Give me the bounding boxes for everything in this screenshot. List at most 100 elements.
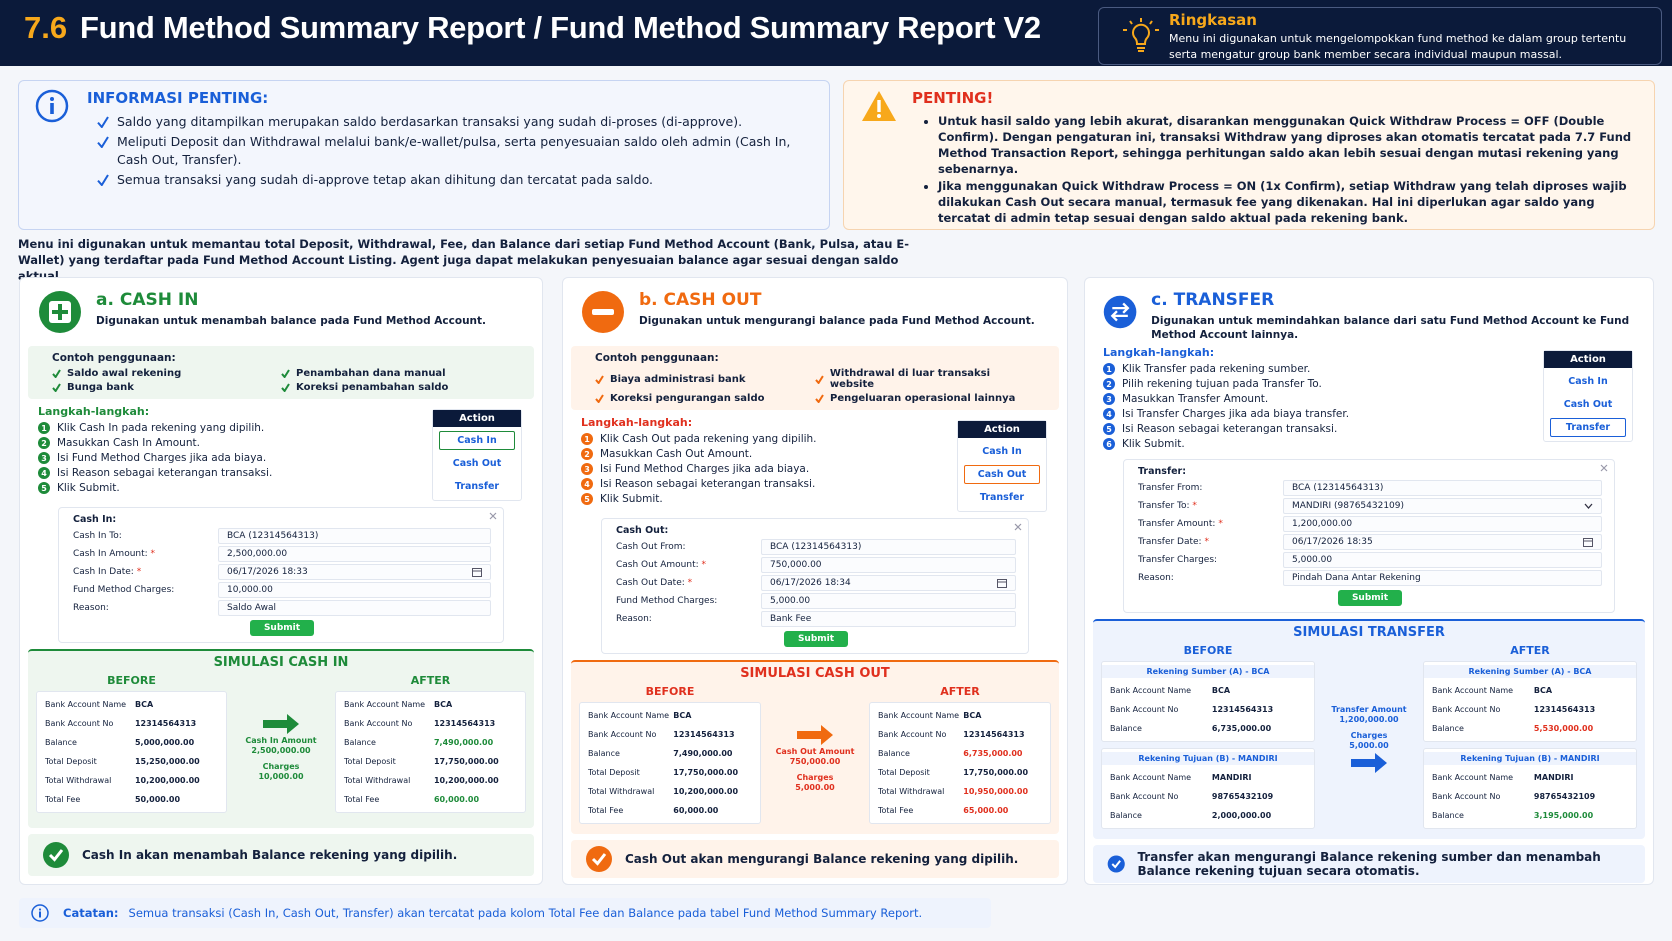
account-table: Rekening Sumber (A) - BCA Bank Account Na…	[1101, 661, 1315, 742]
account-row: Total Fee 60,000.00	[344, 790, 517, 809]
field-input[interactable]: 5,000.00	[1283, 552, 1602, 568]
field-value: Saldo Awal	[227, 603, 276, 613]
step-number: 3	[581, 463, 593, 475]
info-title: INFORMASI PENTING:	[87, 89, 269, 107]
field-input[interactable]: 2,500,000.00	[218, 546, 491, 562]
action-button[interactable]: Cash Out	[1563, 399, 1613, 410]
example-item: Koreksi penambahan saldo	[281, 382, 510, 393]
account-title: Rekening Tujuan (B) - MANDIRI	[1102, 752, 1314, 765]
row-label: Balance	[45, 738, 77, 747]
middle-text: 1,200,000.00	[1339, 714, 1399, 724]
field-label: Cash In To:	[73, 531, 122, 541]
row-label: Bank Account Name	[1432, 773, 1514, 782]
field-input[interactable]: BCA (12314564313)	[1283, 480, 1602, 496]
field-label: Fund Method Charges:	[73, 585, 175, 595]
arrow-icon	[263, 713, 299, 734]
row-label: Total Withdrawal	[344, 776, 411, 785]
steps-row: Langkah-langkah: 1 Klik Cash Out pada reke…	[571, 416, 1059, 512]
field-value: 5,000.00	[1292, 555, 1333, 565]
step-number: 3	[38, 452, 50, 464]
middle-text: 5,000.00	[1349, 740, 1389, 750]
field-input[interactable]: 750,000.00	[761, 557, 1016, 573]
simulation-title: SIMULASI CASH OUT	[740, 666, 890, 681]
field-input[interactable]: 06/17/2026 18:33	[218, 564, 491, 580]
step-number: 4	[1103, 408, 1115, 420]
field-input[interactable]: BCA (12314564313)	[761, 539, 1016, 555]
action-button[interactable]: Cash Out	[452, 458, 502, 469]
middle-text: Charges	[796, 772, 834, 782]
field-value: BCA (12314564313)	[770, 542, 862, 552]
submit-button[interactable]: Submit	[784, 631, 848, 647]
field-input[interactable]: Saldo Awal	[218, 600, 491, 616]
check-circle-icon	[586, 846, 612, 872]
row-value: 7,490,000.00	[673, 749, 733, 758]
row-value: 10,200,000.00	[433, 776, 499, 785]
check-icon	[595, 374, 604, 384]
steps-row: Langkah-langkah: 1 Klik Transfer pada reke…	[1093, 346, 1645, 453]
field-label: Transfer From:	[1138, 483, 1203, 493]
side-title: AFTER	[940, 685, 980, 698]
step-text: Pilih rekening tujuan pada Transfer To.	[1122, 378, 1322, 390]
field-input[interactable]: Bank Fee	[761, 611, 1016, 627]
action-button[interactable]: Transfer	[1550, 418, 1626, 437]
action-button[interactable]: Cash In	[439, 431, 515, 450]
action-button[interactable]: Transfer	[979, 492, 1025, 503]
field-input[interactable]: BCA (12314564313)	[218, 528, 491, 544]
field-input[interactable]: 1,200,000.00	[1283, 516, 1602, 532]
step: 3 Masukkan Transfer Amount.	[1103, 393, 1349, 405]
field-input[interactable]: Pindah Dana Antar Rekening	[1283, 570, 1602, 586]
row-value: 98765432109	[1533, 792, 1596, 801]
submit-button[interactable]: Submit	[250, 620, 314, 636]
summary: Ringkasan Menu ini digunakan untuk menge…	[1098, 7, 1662, 65]
form-row: Reason: Saldo Awal	[73, 600, 491, 616]
step-text: Isi Fund Method Charges jika ada biaya.	[600, 463, 810, 475]
row-label: Total Withdrawal	[45, 776, 112, 785]
row-label: Balance	[1432, 724, 1464, 733]
info-text: Saldo yang ditampilkan merupakan saldo b…	[117, 114, 743, 129]
step: 2 Masukkan Cash Out Amount.	[581, 448, 817, 460]
steps-title: Langkah-langkah:	[1103, 346, 1215, 359]
field-value: 06/17/2026 18:34	[770, 578, 851, 588]
arrow-icon	[797, 724, 833, 745]
side-title: AFTER	[410, 674, 451, 687]
field-input[interactable]: 5,000.00	[761, 593, 1016, 609]
row-value: 10,950,000.00	[963, 787, 1029, 796]
account-table: Rekening Tujuan (B) - MANDIRI Bank Accoun…	[1423, 748, 1637, 829]
row-label: Total Fee	[45, 795, 81, 804]
note: Cash Out akan mengurangi Balance rekenin…	[571, 840, 1059, 878]
field-label: Reason:	[73, 603, 109, 613]
form-row: Transfer From: BCA (12314564313)	[1138, 480, 1602, 496]
dropdown-icon	[1584, 503, 1593, 509]
step-text: Isi Reason sebagai keterangan transaksi.	[57, 467, 273, 479]
field-input[interactable]: MANDIRI (98765432109)	[1283, 498, 1602, 514]
account-row: Balance 3,195,000.00	[1432, 806, 1628, 825]
simulation-side: BEFORE Bank Account Name BCA Bank Account N…	[579, 685, 761, 830]
account-row: Bank Account No 12314564313	[1110, 700, 1306, 719]
example-item: Bunga bank	[52, 382, 281, 393]
row-value: 12314564313	[673, 730, 735, 739]
action-button[interactable]: Cash Out	[964, 465, 1040, 484]
row-value: 50,000.00	[134, 795, 181, 804]
account-row: Balance 7,490,000.00	[588, 744, 752, 763]
account-row: Total Fee 50,000.00	[45, 790, 218, 809]
step: 5 Klik Submit.	[38, 482, 272, 494]
action-button[interactable]: Transfer	[454, 481, 500, 492]
account-row: Balance 5,530,000.00	[1432, 719, 1628, 738]
submit-button[interactable]: Submit	[1338, 590, 1402, 606]
account-row: Bank Account No 98765432109	[1110, 787, 1306, 806]
check-icon	[815, 375, 824, 384]
row-label: Bank Account Name	[588, 711, 670, 720]
account-row: Balance 6,735,000.00	[1110, 719, 1306, 738]
row-value: 10,200,000.00	[673, 787, 739, 796]
field-input[interactable]: 06/17/2026 18:34	[761, 575, 1016, 591]
account-row: Total Deposit 15,250,000.00	[45, 752, 218, 771]
row-value: 60,000.00	[433, 795, 480, 804]
action-button[interactable]: Cash In	[982, 446, 1022, 457]
field-label: Cash Out From:	[616, 542, 686, 552]
field-input[interactable]: 06/17/2026 18:35	[1283, 534, 1602, 550]
field-input[interactable]: 10,000.00	[218, 582, 491, 598]
field-label: Reason:	[616, 614, 652, 624]
simulation-side: AFTER Rekening Sumber (A) - BCA Bank Accou…	[1423, 644, 1637, 835]
action-button[interactable]: Cash In	[1568, 376, 1608, 387]
